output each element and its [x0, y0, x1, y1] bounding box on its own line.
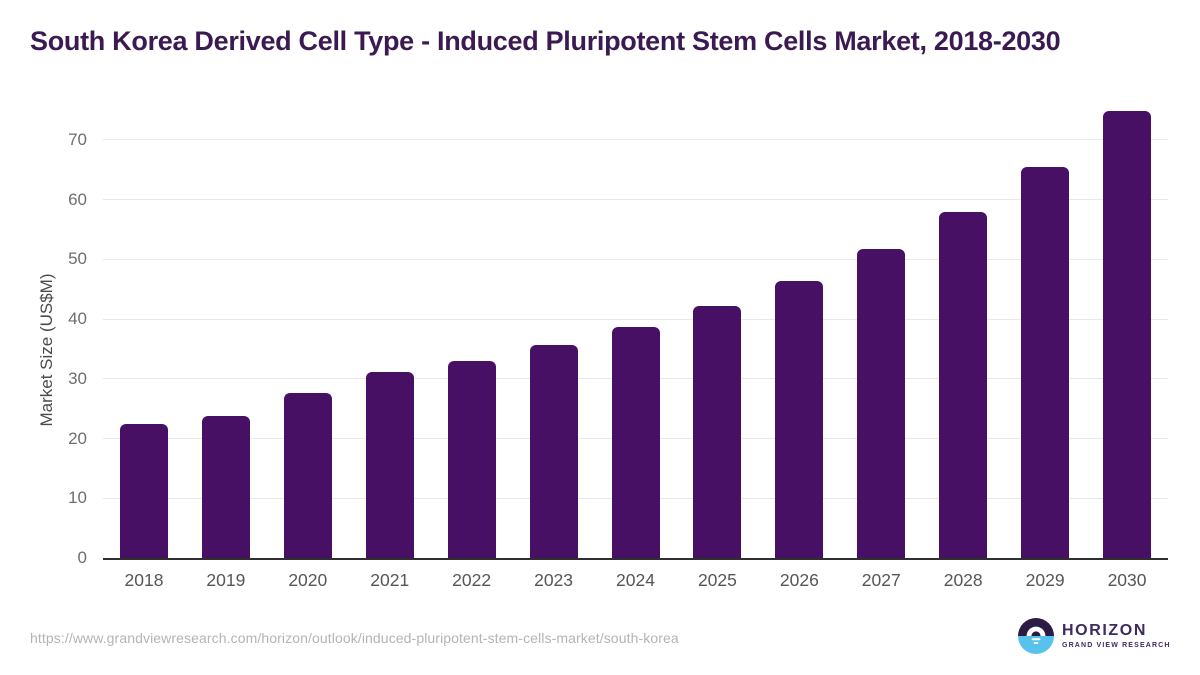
- source-url: https://www.grandviewresearch.com/horizo…: [30, 630, 679, 646]
- x-tick-label-2028: 2028: [943, 570, 983, 590]
- y-tick-label-50: 50: [68, 249, 87, 269]
- bar-2030: [1103, 111, 1152, 558]
- x-tick-label-2027: 2027: [861, 570, 901, 590]
- gridline-50: [103, 258, 1168, 260]
- x-tick-label-2025: 2025: [697, 570, 737, 590]
- x-tick-label-2019: 2019: [206, 570, 246, 590]
- y-tick-label-70: 70: [68, 129, 87, 149]
- gridline-60: [103, 199, 1168, 201]
- y-tick-label-0: 0: [77, 548, 87, 567]
- x-tick-label-2023: 2023: [534, 570, 574, 590]
- bar-2022: [447, 360, 496, 558]
- y-tick-label-60: 60: [68, 189, 87, 209]
- x-tick-label-2018: 2018: [124, 570, 164, 590]
- y-tick-label-10: 10: [68, 488, 87, 508]
- horizon-logo: HORIZON GRAND VIEW RESEARCH: [1018, 618, 1171, 654]
- logo-text: HORIZON GRAND VIEW RESEARCH: [1062, 622, 1171, 650]
- bar-2023: [529, 345, 578, 558]
- x-tick-label-2020: 2020: [288, 570, 328, 590]
- x-tick-label-2021: 2021: [370, 570, 410, 590]
- bar-2018: [119, 424, 168, 558]
- bar-2019: [201, 416, 250, 558]
- y-tick-label-40: 40: [68, 309, 87, 329]
- bar-2020: [283, 392, 332, 558]
- horizon-sun-icon: [1018, 618, 1054, 654]
- x-tick-label-2022: 2022: [452, 570, 492, 590]
- chart-title: South Korea Derived Cell Type - Induced …: [30, 26, 1061, 56]
- bar-2027: [857, 249, 906, 558]
- x-tick-label-2030: 2030: [1107, 570, 1147, 590]
- bar-2025: [693, 305, 742, 558]
- gridline-70: [103, 139, 1168, 141]
- bar-2028: [939, 211, 988, 558]
- plot-area: 0 10 20 30 40 50 60 70 2018 2019 2020 2021 2022 2023 2…: [68, 95, 1168, 590]
- x-tick-label-2029: 2029: [1025, 570, 1065, 590]
- logo-brand: HORIZON: [1062, 622, 1147, 639]
- y-tick-label-30: 30: [68, 368, 87, 388]
- x-tick-label-2026: 2026: [779, 570, 819, 590]
- bar-2029: [1021, 167, 1070, 558]
- bar-2021: [365, 372, 414, 558]
- logo-subbrand: GRAND VIEW RESEARCH: [1062, 642, 1171, 649]
- bar-2024: [611, 327, 660, 558]
- gridline-40: [103, 318, 1168, 320]
- y-tick-label-20: 20: [68, 428, 87, 448]
- y-axis-title: Market Size (US$M): [37, 273, 56, 427]
- x-tick-label-2024: 2024: [616, 570, 655, 590]
- bar-2026: [775, 280, 824, 558]
